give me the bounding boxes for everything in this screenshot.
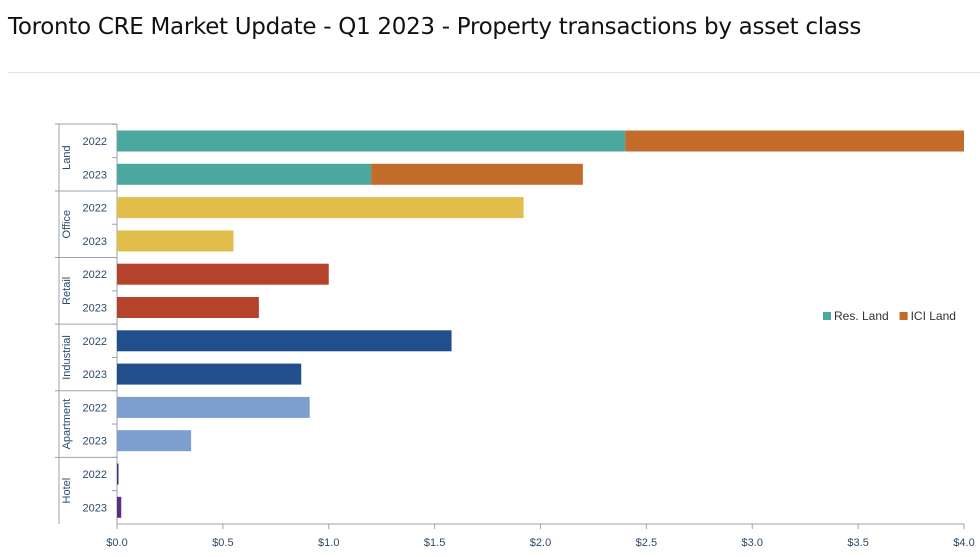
x-tick-label: $0.0 — [106, 537, 127, 549]
bar-segment — [117, 330, 452, 352]
bar-segment — [117, 396, 310, 418]
x-tick-label: $3.0 — [742, 537, 763, 549]
bar-segment — [117, 496, 122, 518]
year-label: 2023 — [83, 169, 107, 181]
group-label: Office — [61, 210, 73, 239]
bar-segment — [625, 130, 964, 152]
legend-swatch — [899, 312, 908, 320]
bar-segment — [117, 297, 259, 318]
year-label: 2023 — [83, 303, 107, 315]
bar-segment — [117, 430, 192, 452]
x-tick-label: $1.0 — [318, 537, 339, 549]
legend-label: ICI Land — [911, 309, 956, 323]
year-label: 2022 — [83, 136, 107, 148]
group-label: Retail — [61, 277, 73, 305]
legend-label: Res. Land — [834, 309, 889, 323]
year-label: 2023 — [83, 502, 107, 514]
title-divider — [8, 72, 980, 73]
x-tick-label: $2.0 — [530, 537, 551, 549]
x-tick-label: $4.0 — [953, 537, 974, 549]
bar-segment — [117, 130, 626, 152]
page-title: Toronto CRE Market Update - Q1 2023 - Pr… — [8, 14, 862, 40]
year-label: 2022 — [83, 203, 107, 215]
year-label: 2022 — [83, 336, 107, 348]
group-label: Industrial — [61, 335, 73, 380]
year-label: 2023 — [83, 369, 107, 381]
bar-segment — [117, 197, 524, 219]
group-label: Apartment — [61, 399, 73, 450]
year-label: 2022 — [83, 402, 107, 414]
x-tick-label: $3.5 — [847, 537, 868, 549]
year-label: 2023 — [83, 236, 107, 248]
year-label: 2022 — [83, 469, 107, 481]
year-label: 2022 — [83, 269, 107, 281]
bar-segment — [117, 463, 119, 485]
bar-segment — [117, 230, 234, 252]
bar-segment — [117, 363, 302, 385]
x-tick-label: $1.5 — [424, 537, 445, 549]
bar-segment — [117, 163, 372, 185]
legend-swatch — [823, 312, 831, 320]
group-label: Hotel — [61, 478, 73, 504]
x-tick-label: $0.5 — [212, 537, 233, 549]
bar-segment — [371, 163, 583, 185]
group-label: Land — [61, 145, 73, 169]
x-tick-label: $2.5 — [636, 537, 657, 549]
year-label: 2023 — [83, 436, 107, 448]
bar-segment — [117, 263, 329, 285]
